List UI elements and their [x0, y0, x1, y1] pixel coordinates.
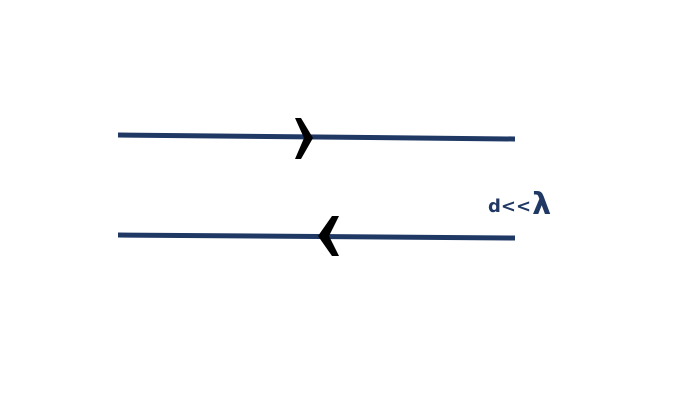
arrow-left-icon	[318, 216, 339, 256]
condition-prefix: d<<	[488, 196, 532, 217]
arrow-right-icon	[295, 118, 313, 159]
lambda-symbol: λ	[532, 187, 552, 222]
top-conductor-line	[117, 132, 516, 142]
spacing-condition-label: d<<λ	[488, 188, 551, 220]
bottom-conductor-line	[117, 232, 516, 241]
